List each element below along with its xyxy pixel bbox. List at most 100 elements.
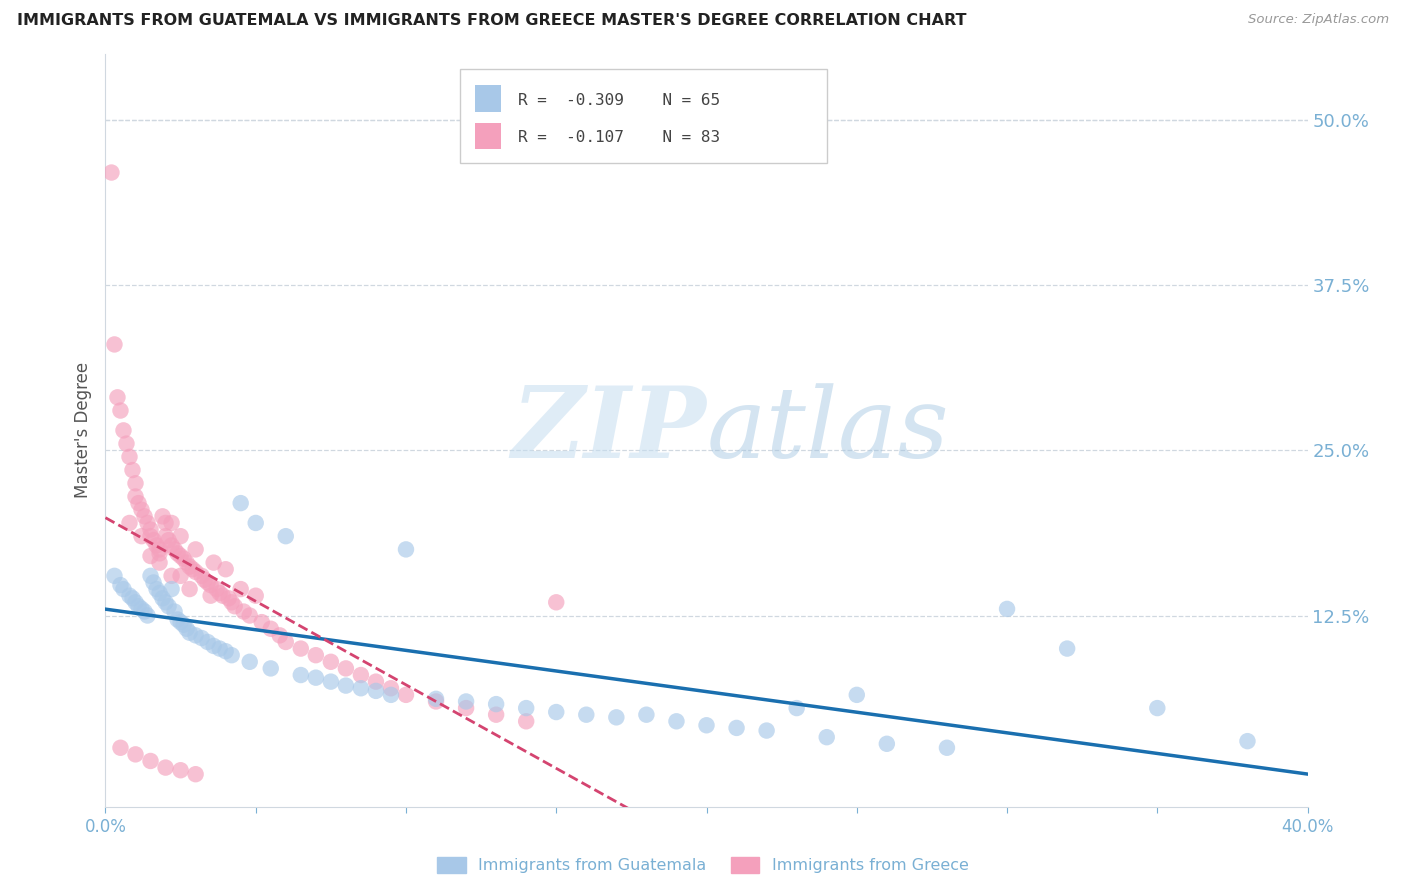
Point (118, 450, 141, 464)
Point (139, 529, 162, 543)
Point (425, 691, 447, 706)
Point (269, 628, 291, 642)
Point (1236, 734, 1258, 748)
Point (575, 707, 598, 722)
Point (190, 569, 212, 583)
Point (128, 496, 150, 510)
Point (221, 595, 243, 609)
Point (160, 516, 183, 530)
Point (124, 747, 146, 762)
Point (176, 622, 198, 636)
Point (274, 635, 297, 649)
Point (136, 608, 159, 623)
Point (194, 573, 217, 587)
FancyBboxPatch shape (474, 85, 501, 112)
Point (139, 754, 162, 768)
Point (208, 586, 231, 600)
Point (380, 681, 402, 696)
Point (157, 599, 180, 614)
Point (229, 496, 252, 510)
Point (152, 591, 174, 606)
Point (155, 761, 177, 775)
Point (214, 644, 236, 658)
Point (160, 569, 183, 583)
Point (160, 582, 183, 596)
Point (155, 595, 177, 609)
Legend: Immigrants from Guatemala, Immigrants from Greece: Immigrants from Guatemala, Immigrants fr… (430, 850, 976, 880)
Point (103, 569, 125, 583)
Point (173, 551, 195, 566)
Point (184, 767, 207, 781)
Point (131, 529, 153, 543)
Point (163, 542, 186, 557)
Point (197, 635, 219, 649)
Point (148, 556, 170, 570)
Point (139, 569, 162, 583)
Point (110, 403, 132, 417)
Point (197, 575, 219, 590)
Point (665, 714, 688, 729)
Point (124, 490, 146, 504)
Point (205, 582, 228, 596)
Point (454, 694, 477, 708)
Point (515, 714, 537, 729)
Point (515, 701, 537, 715)
Point (239, 655, 262, 669)
Point (364, 684, 387, 698)
Point (179, 582, 201, 596)
Point (184, 565, 207, 579)
Point (319, 655, 342, 669)
Point (121, 591, 143, 606)
FancyBboxPatch shape (460, 69, 827, 163)
Point (181, 562, 204, 576)
Point (936, 740, 959, 755)
Point (124, 476, 146, 491)
Point (155, 516, 177, 530)
Point (173, 617, 195, 632)
Point (211, 589, 233, 603)
Point (290, 641, 312, 656)
Point (380, 688, 402, 702)
Point (815, 730, 838, 744)
Point (128, 599, 150, 614)
Point (103, 337, 125, 351)
Point (136, 516, 159, 530)
Point (350, 668, 373, 682)
Point (546, 595, 568, 609)
Point (142, 533, 165, 548)
Point (166, 612, 188, 626)
Point (184, 628, 207, 642)
Point (200, 578, 222, 592)
Point (166, 546, 188, 560)
Point (202, 556, 225, 570)
Point (485, 707, 508, 722)
Point (305, 671, 328, 685)
Point (725, 721, 748, 735)
Point (169, 569, 191, 583)
Point (131, 502, 153, 516)
Text: IMMIGRANTS FROM GUATEMALA VS IMMIGRANTS FROM GREECE MASTER'S DEGREE CORRELATION : IMMIGRANTS FROM GUATEMALA VS IMMIGRANTS … (17, 13, 966, 29)
Point (995, 602, 1018, 616)
Point (179, 559, 201, 574)
Point (546, 705, 568, 719)
Point (115, 436, 138, 450)
Point (157, 533, 180, 548)
Point (454, 701, 477, 715)
Point (290, 668, 312, 682)
Text: ZIP: ZIP (512, 382, 707, 479)
Point (160, 538, 183, 552)
Point (169, 763, 191, 777)
Point (184, 542, 207, 557)
Point (124, 595, 146, 609)
Text: R =  -0.107    N = 83: R = -0.107 N = 83 (517, 130, 720, 145)
Point (134, 605, 156, 619)
Point (155, 529, 177, 543)
Point (260, 622, 283, 636)
Point (636, 707, 658, 722)
Point (395, 542, 418, 557)
Point (110, 578, 132, 592)
Point (112, 424, 135, 438)
Point (179, 625, 201, 640)
Point (112, 582, 135, 596)
Text: Source: ZipAtlas.com: Source: ZipAtlas.com (1249, 13, 1389, 27)
